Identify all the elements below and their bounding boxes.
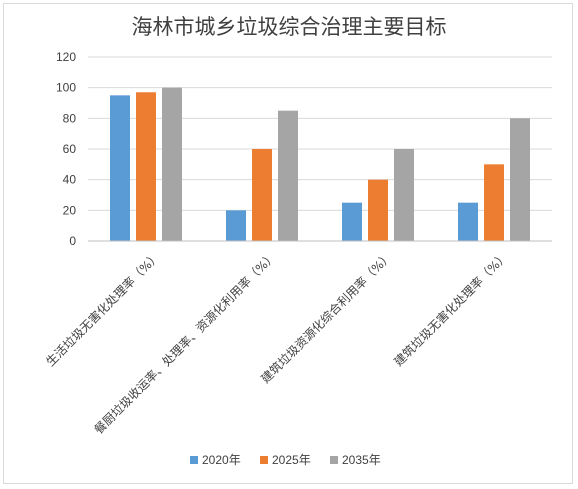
bar [484, 164, 504, 241]
legend-swatch [330, 456, 338, 464]
y-tick-label: 80 [63, 111, 77, 125]
bar [394, 149, 414, 241]
bar [162, 87, 182, 242]
y-axis-ticks: 0 20 40 60 80 100 120 [56, 50, 76, 248]
bar [136, 92, 156, 242]
y-tick-label: 0 [69, 234, 76, 248]
legend-label: 2025年 [272, 453, 311, 467]
y-tick-label: 60 [63, 142, 77, 156]
legend: 2020年 2025年 2035年 [190, 453, 381, 467]
bar [226, 210, 246, 241]
category-labels: 生活垃圾无害化处理率（%）餐厨垃圾收运率、处理率、资源化利用率（%）建筑垃圾资源… [43, 249, 511, 437]
legend-swatch [190, 456, 198, 464]
bars [110, 87, 530, 242]
bar [368, 179, 388, 241]
chart-frame [3, 3, 573, 484]
bar [342, 202, 362, 241]
y-tick-label: 100 [56, 81, 76, 95]
category-label: 生活垃圾无害化处理率（%） [43, 249, 163, 369]
bar [510, 118, 530, 241]
category-label: 餐厨垃圾收运率、处理率、资源化利用率（%） [91, 249, 279, 437]
legend-label: 2035年 [342, 453, 381, 467]
bar [278, 110, 298, 242]
bar [110, 95, 130, 241]
gridlines [88, 56, 552, 211]
bar [458, 202, 478, 241]
y-tick-label: 20 [63, 203, 77, 217]
category-label: 建筑垃圾无害化处理率（%） [391, 249, 511, 369]
bar [252, 149, 272, 241]
chart-title: 海林市城乡垃圾综合治理主要目标 [132, 15, 447, 39]
legend-label: 2020年 [202, 453, 241, 467]
y-tick-label: 120 [56, 50, 76, 64]
y-tick-label: 40 [63, 173, 77, 187]
category-label: 建筑垃圾资源化综合利用率（%） [258, 249, 395, 386]
legend-swatch [260, 456, 268, 464]
